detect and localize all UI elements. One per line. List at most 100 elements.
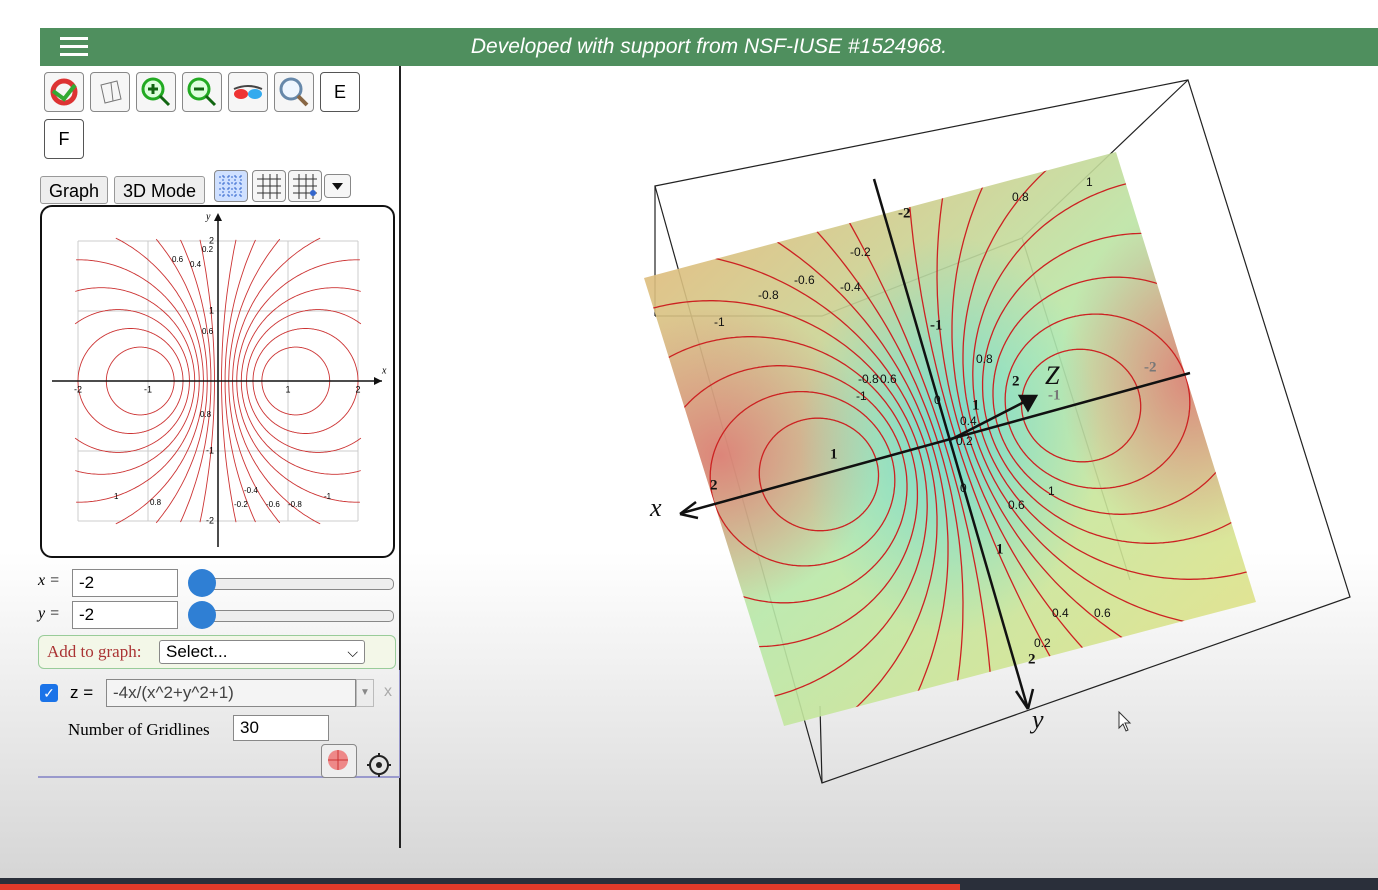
x-tick-label: 2 (355, 384, 360, 394)
contour-label: -0.2 (850, 245, 871, 259)
contour-line (936, 197, 1085, 650)
color-button[interactable] (321, 744, 357, 778)
zoom-out-button[interactable] (182, 72, 222, 112)
y-axis (872, 178, 1030, 710)
axis-label: Z (1045, 361, 1060, 390)
contour-label: -0.2 (234, 500, 248, 509)
contour-line (909, 206, 1052, 659)
contour-label: -1 (856, 389, 867, 403)
x-tick-label: -2 (74, 384, 82, 394)
y-tick-label: 1 (209, 305, 214, 315)
contour-label: 0 (960, 481, 967, 495)
add-to-graph: Add to graph: Select... ⌵ (38, 635, 396, 669)
slider-knob[interactable] (188, 569, 216, 597)
function-dropdown[interactable]: ▼ (356, 679, 374, 707)
contour-line (115, 237, 204, 525)
tick-label: 1 (972, 397, 980, 413)
contour-label: 0.2 (1034, 636, 1051, 650)
gridlines-label: Number of Gridlines (68, 720, 210, 739)
contour-line (992, 276, 1220, 515)
y-tick-label: -2 (206, 515, 214, 525)
banner: Developed with support from NSF-IUSE #15… (40, 28, 1378, 66)
contour-line (74, 309, 190, 453)
slider-track[interactable] (200, 610, 394, 622)
select-text: Select... (166, 642, 228, 661)
tick-label: 2 (1012, 373, 1020, 389)
contour-label: 1 (1048, 484, 1055, 498)
contour-label: 0.6 (172, 255, 184, 264)
tick-label: 1 (996, 541, 1004, 557)
tab[interactable]: Graph (40, 176, 109, 204)
contour-label: 0.4 (1052, 606, 1069, 620)
gridlines-input[interactable]: 30 (233, 715, 329, 741)
progress-bar (0, 884, 960, 890)
tick-label: 1 (830, 446, 838, 462)
contour-label: 1 (114, 492, 119, 501)
e-button[interactable]: E (320, 72, 360, 112)
y-arrow (1014, 688, 1035, 710)
search-button[interactable] (274, 72, 314, 112)
contour-label: 0.4 (190, 260, 202, 269)
contour-label: -0.8 (858, 372, 879, 386)
close-button[interactable]: x (384, 683, 392, 700)
contour-line (1004, 313, 1191, 490)
y-tick-label: 2 (209, 235, 214, 245)
contour-line (962, 165, 1194, 625)
contour-label: -0.4 (244, 486, 258, 495)
z-arrow (1017, 394, 1039, 413)
menu-button[interactable] (60, 33, 88, 59)
checkbox[interactable]: ✓ (40, 684, 58, 702)
contour-label: 0 (934, 393, 941, 407)
axis-label: x (649, 493, 662, 522)
axis-label: x (381, 365, 387, 376)
contours (74, 237, 362, 525)
x-arrow (679, 501, 699, 520)
tick-label: 2 (1028, 651, 1036, 667)
f-button[interactable]: F (44, 119, 84, 159)
contour-line (981, 232, 1236, 544)
function-panel: ✓ z = -4x/(x^2+y^2+1) ▼ x Number of Grid… (38, 670, 400, 778)
zoom-in-button[interactable] (136, 72, 176, 112)
contour-line (951, 185, 1126, 641)
function-label: z = (70, 683, 94, 702)
rotate-button[interactable] (44, 72, 84, 112)
divider (399, 66, 401, 848)
contour-label: 0.8 (1012, 190, 1029, 204)
contour-label: -0.6 (794, 273, 815, 287)
slider-input[interactable]: -2 (72, 569, 178, 597)
contour-label: 0.8 (200, 410, 212, 419)
contour-label: 0.4 (960, 414, 977, 428)
tick-label: 2 (710, 477, 718, 493)
settings-button[interactable] (366, 752, 394, 778)
contour-svg: x y -2 -1 1 2 2 1 -1 -2 0.6 0.40.2 0.6 0.8 -0.4 -0.2 -0.… (52, 211, 387, 547)
x-tick-label: 1 (285, 384, 290, 394)
tick-label: -2 (898, 205, 911, 221)
contour-plot: x y -2 -1 1 2 2 1 -1 -2 0.6 0.4 0.2 0.6 0.8 -0.4 -0.2 -0.… (40, 205, 395, 558)
contour-line (155, 238, 208, 524)
slider-knob[interactable] (188, 601, 216, 629)
slider-input[interactable]: -2 (72, 601, 178, 629)
axes-grid-button[interactable] (288, 170, 322, 202)
contour-label: -0.8 (288, 500, 302, 509)
slider-track[interactable] (200, 578, 394, 590)
contour-label: 0.8 (150, 498, 162, 507)
contour-label: -0.8 (758, 288, 779, 302)
contour-label: 0.2 (202, 245, 214, 254)
tick-label: -1 (930, 317, 943, 333)
tab[interactable]: 3D Mode (114, 176, 206, 204)
dropdown-button[interactable] (324, 174, 351, 198)
function-input[interactable]: -4x/(x^2+y^2+1) (106, 679, 356, 707)
glasses-button[interactable] (228, 72, 268, 112)
box-button[interactable] (90, 72, 130, 112)
contour-label: -1 (324, 492, 332, 501)
contour-label: 0.6 (202, 327, 214, 336)
grid-mode-button[interactable] (214, 170, 248, 202)
grid-button[interactable] (252, 170, 286, 202)
contour-line (972, 182, 1250, 580)
axis-label: y (205, 211, 211, 222)
add-select[interactable]: Select... ⌵ (159, 640, 365, 664)
contour-label: 0.6 (1094, 606, 1111, 620)
slider-label: y = (38, 605, 60, 622)
x-axis (681, 371, 1191, 515)
